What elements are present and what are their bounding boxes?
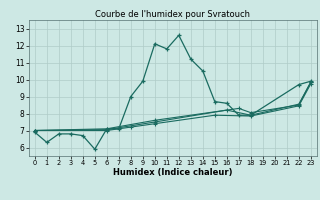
Title: Courbe de l'humidex pour Svratouch: Courbe de l'humidex pour Svratouch xyxy=(95,10,250,19)
X-axis label: Humidex (Indice chaleur): Humidex (Indice chaleur) xyxy=(113,168,233,177)
